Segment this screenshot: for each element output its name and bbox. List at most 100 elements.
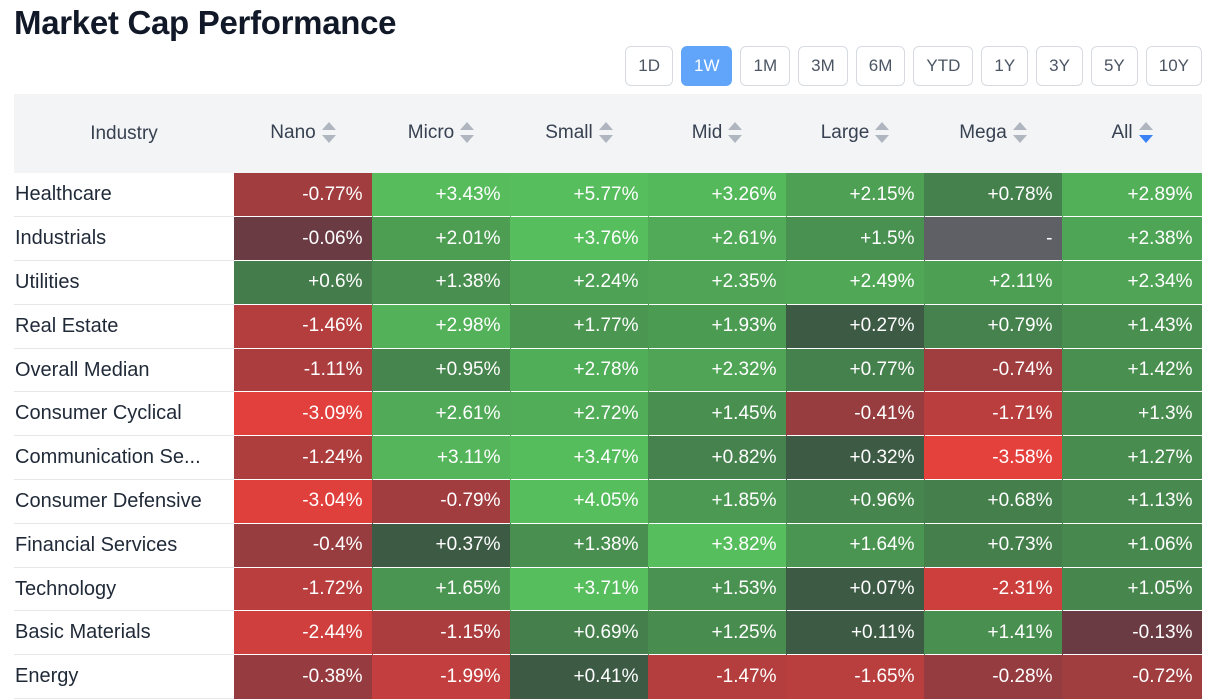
table-row[interactable]: Communication Se... -1.24% +3.11% +3.47% +0.… [14, 435, 1202, 481]
column-header-mid[interactable]: Mid [648, 94, 786, 173]
sort-icon[interactable] [1012, 122, 1027, 144]
sort-icon[interactable] [460, 122, 475, 144]
column-header-small[interactable]: Small [510, 94, 648, 173]
heatmap-cell-mega: +2.11% [924, 260, 1062, 305]
heatmap-cell-all: +2.89% [1062, 173, 1202, 217]
heatmap-cell-all: -0.13% [1062, 610, 1202, 655]
column-header-large[interactable]: Large [786, 94, 924, 173]
timeframe-button-3m[interactable]: 3M [798, 46, 848, 86]
heatmap-cell-mega: +0.68% [924, 479, 1062, 524]
heatmap-cell-nano: -1.24% [234, 435, 372, 480]
heatmap-cell-large: +2.49% [786, 260, 924, 305]
table-row[interactable]: Real Estate -1.46% +2.98% +1.77% +1.93% +0.27… [14, 303, 1202, 349]
sort-icon[interactable] [1138, 122, 1153, 144]
column-header-nano[interactable]: Nano [234, 94, 372, 173]
heatmap-cell-mega: -1.71% [924, 391, 1062, 436]
heatmap-cell-large: +0.11% [786, 610, 924, 655]
heatmap-cell-nano: -2.44% [234, 610, 372, 655]
heatmap-cell-all: +1.13% [1062, 479, 1202, 524]
heatmap-cell-mid: +2.61% [648, 216, 786, 261]
heatmap-cell-all: +1.05% [1062, 566, 1202, 611]
column-header-label: Nano [270, 122, 316, 144]
heatmap-cell-large: +0.77% [786, 347, 924, 392]
timeframe-button-5y[interactable]: 5Y [1090, 46, 1138, 86]
heatmap-cell-nano: -0.4% [234, 522, 372, 568]
timeframe-button-3y[interactable]: 3Y [1036, 46, 1083, 86]
industry-name[interactable]: Basic Materials [14, 610, 234, 656]
table-row[interactable]: Overall Median -1.11% +0.95% +2.78% +2.32% +0… [14, 347, 1202, 393]
heatmap-cell-mega: - [924, 216, 1062, 261]
heatmap-cell-micro: -1.99% [372, 654, 510, 699]
heatmap-cell-small: +5.77% [510, 173, 648, 217]
table-row[interactable]: Consumer Defensive -3.04% -0.79% +4.05% +1.8… [14, 479, 1202, 524]
heatmap-cell-small: +4.05% [510, 479, 648, 524]
heatmap-cell-large: +0.27% [786, 303, 924, 349]
table-row[interactable]: Consumer Cyclical -3.09% +2.61% +2.72% +1.45… [14, 391, 1202, 437]
industry-name[interactable]: Communication Se... [14, 435, 234, 481]
industry-name[interactable]: Consumer Defensive [14, 479, 234, 524]
table-row[interactable]: Financial Services -0.4% +0.37% +1.38% +3.82… [14, 522, 1202, 568]
heatmap-cell-nano: -1.72% [234, 566, 372, 611]
industry-name[interactable]: Utilities [14, 260, 234, 305]
heatmap-cell-large: +0.96% [786, 479, 924, 524]
table-row[interactable]: Technology -1.72% +1.65% +3.71% +1.53% +0.07%… [14, 566, 1202, 612]
timeframe-button-10y[interactable]: 10Y [1145, 46, 1202, 86]
heatmap-cell-small: +2.72% [510, 391, 648, 436]
heatmap-cell-small: +2.24% [510, 260, 648, 305]
timeframe-button-1m[interactable]: 1M [740, 46, 791, 86]
heatmap-cell-mega: -2.31% [924, 566, 1062, 611]
industry-name[interactable]: Consumer Cyclical [14, 391, 234, 437]
heatmap-cell-large: +0.07% [786, 566, 924, 611]
column-header-micro[interactable]: Micro [372, 94, 510, 173]
heatmap-cell-mega: +0.79% [924, 303, 1062, 349]
column-header-all[interactable]: All [1062, 94, 1202, 173]
heatmap-cell-micro: +2.61% [372, 391, 510, 436]
industry-name[interactable]: Industrials [14, 216, 234, 262]
heatmap-cell-micro: +0.37% [372, 522, 510, 568]
heatmap-cell-nano: -0.38% [234, 654, 372, 699]
heatmap-cell-micro: +2.98% [372, 303, 510, 349]
heatmap-cell-mid: +1.93% [648, 303, 786, 349]
heatmap-cell-micro: +1.38% [372, 260, 510, 305]
sort-icon[interactable] [598, 122, 613, 144]
heatmap-cell-mid: +2.32% [648, 347, 786, 392]
timeframe-button-1d[interactable]: 1D [625, 46, 673, 86]
industry-name[interactable]: Technology [14, 566, 234, 612]
column-header-industry[interactable]: Industry [14, 94, 234, 173]
heatmap-cell-all: +1.3% [1062, 391, 1202, 436]
heatmap-cell-all: +2.38% [1062, 216, 1202, 261]
column-header-label: Industry [90, 122, 158, 144]
column-header-label: All [1111, 122, 1133, 144]
timeframe-selector: 1D 1W 1M 3M 6M YTD 1Y 3Y 5Y 10Y [625, 46, 1202, 86]
heatmap-cell-mid: +2.35% [648, 260, 786, 305]
industry-name[interactable]: Financial Services [14, 522, 234, 568]
table-row[interactable]: Utilities +0.6% +1.38% +2.24% +2.35% +2.49% +2… [14, 260, 1202, 305]
heatmap-cell-large: +0.32% [786, 435, 924, 480]
table-row[interactable]: Industrials -0.06% +2.01% +3.76% +2.61% +1.5%… [14, 216, 1202, 262]
heatmap-cell-nano: -3.09% [234, 391, 372, 436]
column-header-mega[interactable]: Mega [924, 94, 1062, 173]
timeframe-button-1y[interactable]: 1Y [981, 46, 1029, 86]
industry-name[interactable]: Healthcare [14, 173, 234, 218]
heatmap-cell-micro: -1.15% [372, 610, 510, 655]
industry-name[interactable]: Real Estate [14, 303, 234, 349]
heatmap-cell-mega: -0.74% [924, 347, 1062, 392]
table-row[interactable]: Healthcare -0.77% +3.43% +5.77% +3.26% +2.15%… [14, 173, 1202, 218]
timeframe-button-6m[interactable]: 6M [855, 46, 906, 86]
sort-icon[interactable] [875, 122, 890, 144]
sort-icon[interactable] [728, 122, 743, 144]
heatmap-cell-nano: -1.11% [234, 347, 372, 392]
heatmap-cell-large: +1.5% [786, 216, 924, 261]
industry-name[interactable]: Overall Median [14, 347, 234, 393]
table-row[interactable]: Energy -0.38% -1.99% +0.41% -1.47% -1.65% -0.2… [14, 654, 1202, 699]
heatmap-cell-nano: -1.46% [234, 303, 372, 349]
page-title: Market Cap Performance [14, 4, 397, 41]
heatmap-cell-mid: -1.47% [648, 654, 786, 699]
industry-name[interactable]: Energy [14, 654, 234, 699]
timeframe-button-ytd[interactable]: YTD [913, 46, 974, 86]
sort-icon[interactable] [321, 122, 336, 144]
table-row[interactable]: Basic Materials -2.44% -1.15% +0.69% +1.25% +… [14, 610, 1202, 656]
timeframe-button-1w[interactable]: 1W [680, 46, 733, 86]
heatmap-cell-mid: +1.53% [648, 566, 786, 611]
heatmap-cell-small: +0.41% [510, 654, 648, 699]
